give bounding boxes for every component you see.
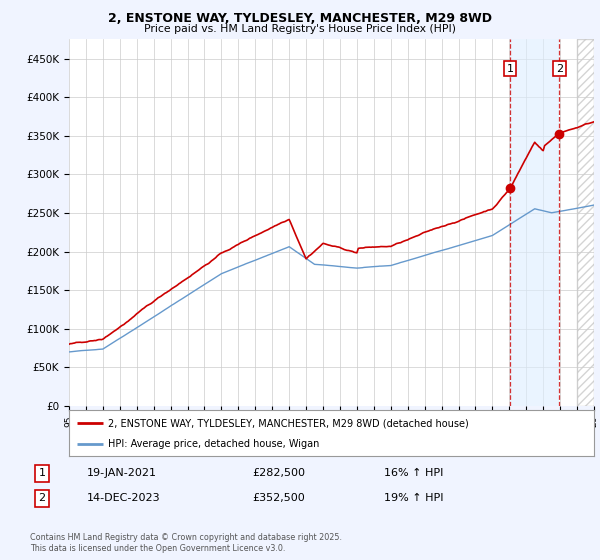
- Text: 2: 2: [38, 493, 46, 503]
- Text: £352,500: £352,500: [252, 493, 305, 503]
- Text: 19% ↑ HPI: 19% ↑ HPI: [384, 493, 443, 503]
- Text: Price paid vs. HM Land Registry's House Price Index (HPI): Price paid vs. HM Land Registry's House …: [144, 24, 456, 34]
- Bar: [577, 39, 594, 406]
- Text: 19-JAN-2021: 19-JAN-2021: [87, 468, 157, 478]
- Text: £282,500: £282,500: [252, 468, 305, 478]
- Text: 1: 1: [506, 63, 514, 73]
- Bar: [510, 39, 559, 406]
- Text: 1: 1: [38, 468, 46, 478]
- Text: 14-DEC-2023: 14-DEC-2023: [87, 493, 161, 503]
- Text: 2: 2: [556, 63, 563, 73]
- Text: Contains HM Land Registry data © Crown copyright and database right 2025.
This d: Contains HM Land Registry data © Crown c…: [30, 533, 342, 553]
- Text: 2, ENSTONE WAY, TYLDESLEY, MANCHESTER, M29 8WD (detached house): 2, ENSTONE WAY, TYLDESLEY, MANCHESTER, M…: [109, 418, 469, 428]
- Text: 16% ↑ HPI: 16% ↑ HPI: [384, 468, 443, 478]
- Text: HPI: Average price, detached house, Wigan: HPI: Average price, detached house, Wiga…: [109, 438, 320, 449]
- Bar: [577, 39, 594, 406]
- Text: 2, ENSTONE WAY, TYLDESLEY, MANCHESTER, M29 8WD: 2, ENSTONE WAY, TYLDESLEY, MANCHESTER, M…: [108, 12, 492, 25]
